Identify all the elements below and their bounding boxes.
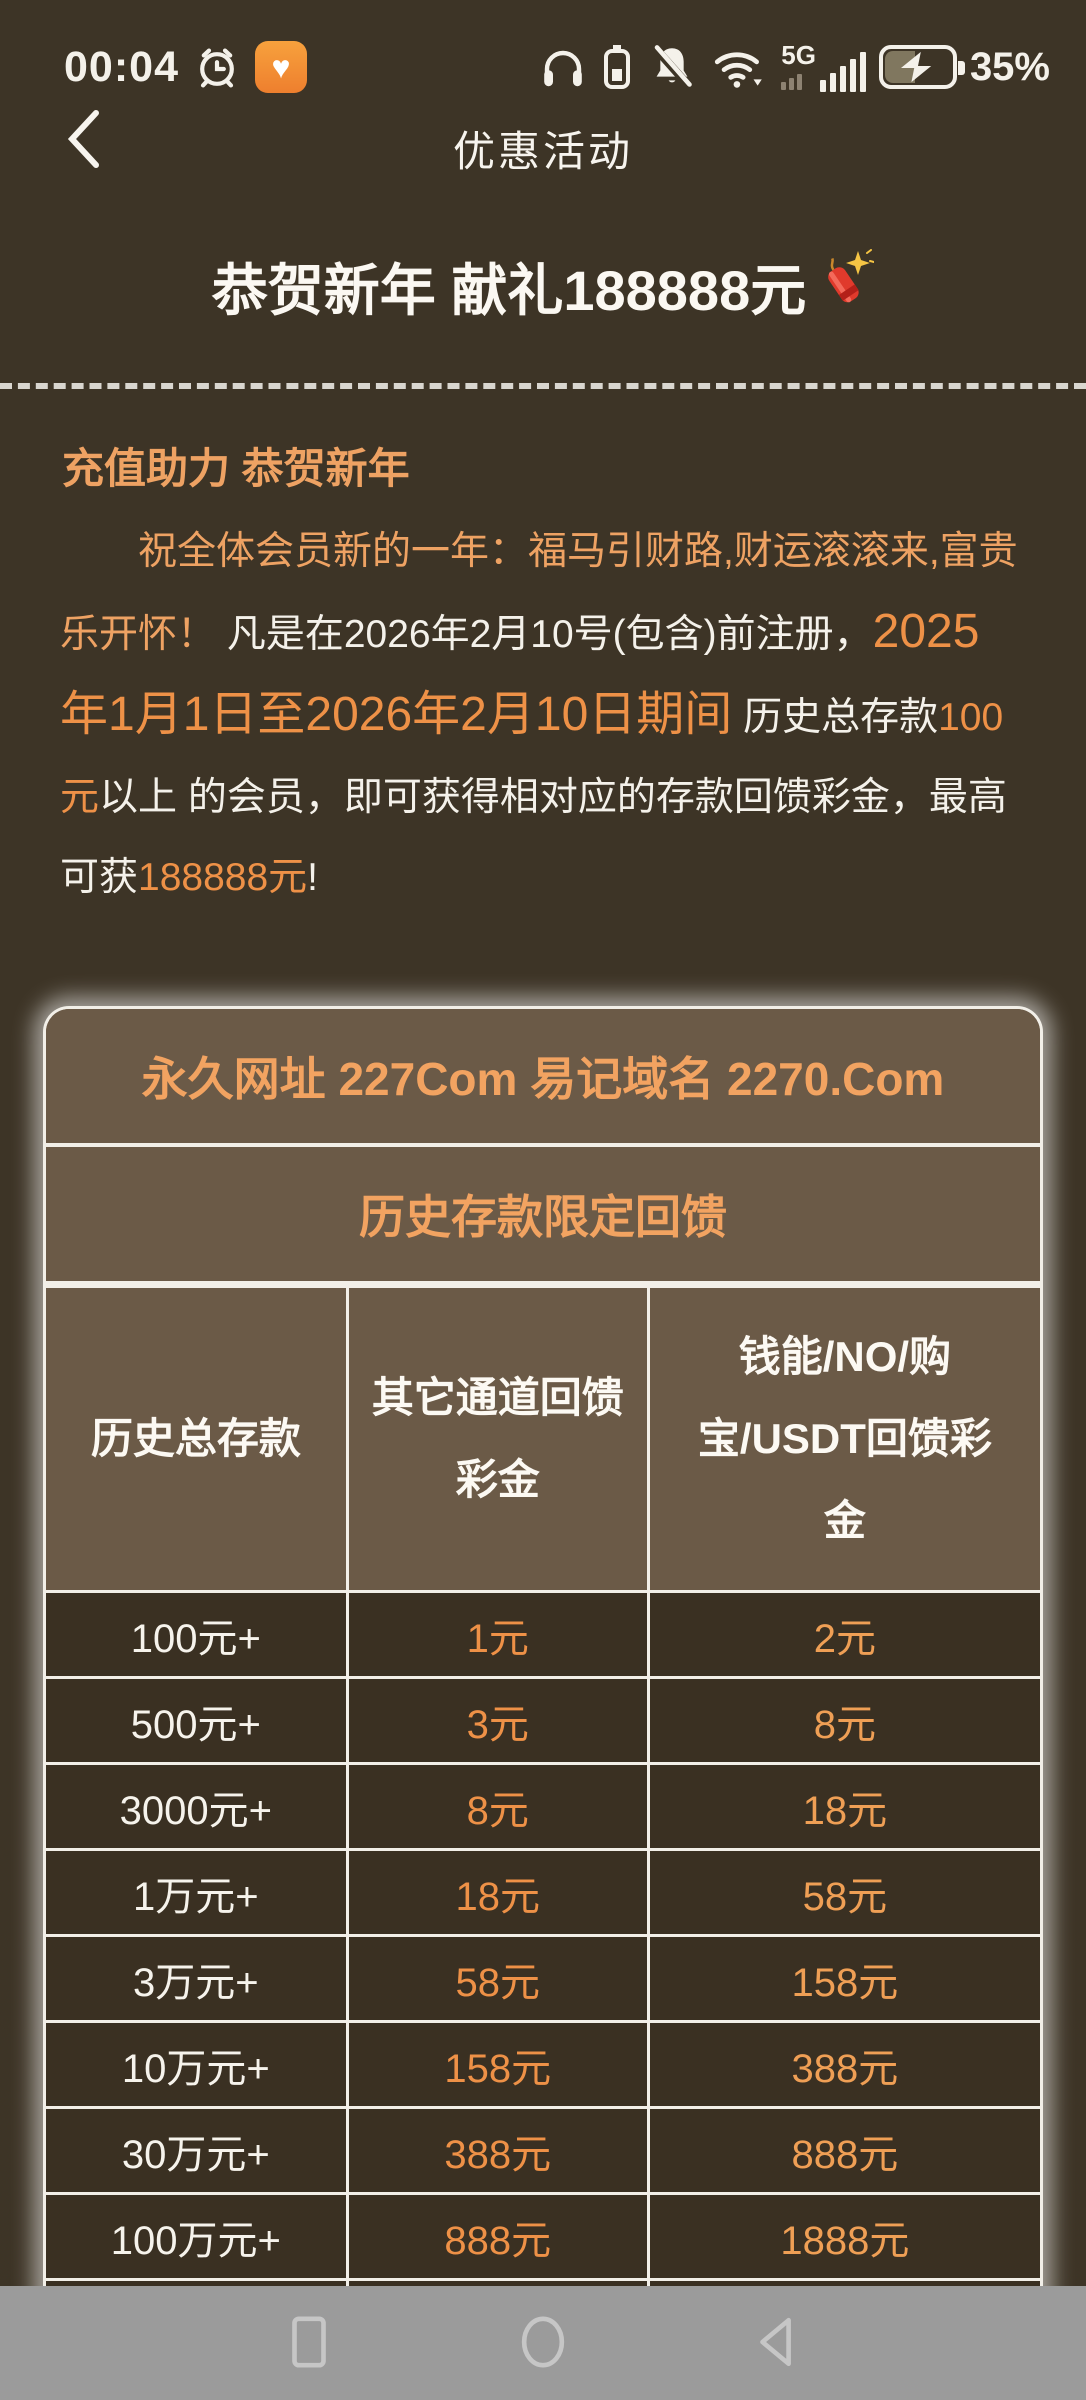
app-bar: 优惠活动: [0, 100, 1086, 196]
promo-segment: 凡是在2026年2月10号(包含)前注册，: [226, 613, 873, 656]
cell-deposit: 30万元+: [46, 2106, 349, 2195]
cell-usdt-bonus: 2元: [646, 1590, 1040, 1679]
signal-bars: [819, 52, 866, 92]
cell-other-bonus: 1元: [345, 1590, 650, 1679]
wifi-icon: [710, 42, 768, 92]
bonus-table: 历史总存款 其它通道回馈彩金 钱能/NO/购宝/USDT回馈彩金 100元+ 1…: [46, 1285, 1040, 2400]
back-nav-button[interactable]: [735, 2301, 819, 2385]
firecracker-icon: [812, 249, 876, 324]
recents-square-icon: [280, 2313, 338, 2374]
heart-app-icon: ♥: [254, 41, 307, 93]
recents-button[interactable]: [267, 2301, 351, 2385]
mute-bell-icon: [647, 42, 697, 92]
headphones-icon: [539, 43, 587, 91]
banner-title-row: 恭贺新年 献礼188888元: [0, 246, 1086, 327]
home-button[interactable]: [501, 2301, 585, 2385]
banner-title: 恭贺新年 献礼188888元: [211, 259, 807, 322]
column-header-usdt-channel: 钱能/NO/购宝/USDT回馈彩金: [646, 1285, 1040, 1593]
cell-usdt-bonus: 18元: [646, 1762, 1040, 1851]
earbud-battery-icon: [600, 43, 634, 91]
android-nav-bar: [0, 2286, 1086, 2400]
cell-other-bonus: 388元: [345, 2106, 650, 2195]
cell-usdt-bonus: 388元: [646, 2020, 1040, 2109]
network-type-label: 5G: [781, 40, 816, 70]
cell-usdt-bonus: 58元: [646, 1848, 1040, 1937]
cell-other-bonus: 18元: [345, 1848, 650, 1937]
promo-segment-date-range: 2025年1月1日至2026年2月10日期间: [60, 605, 980, 741]
table-row: 3万元+ 58元 158元: [46, 1934, 1040, 2023]
promo-segment: !: [307, 856, 318, 899]
back-triangle-icon: [748, 2313, 806, 2374]
promo-segment: 以上 的会员，即可获得相对应的存款回馈彩金，最高可获: [60, 776, 1007, 899]
column-header-deposit: 历史总存款: [46, 1285, 349, 1593]
cell-deposit: 3万元+: [46, 1934, 349, 2023]
page-title: 优惠活动: [452, 127, 633, 175]
cell-deposit: 100万元+: [46, 2192, 349, 2281]
table-row: 3000元+ 8元 18元: [46, 1762, 1040, 1851]
home-circle-icon: [514, 2313, 572, 2374]
cell-other-bonus: 8元: [345, 1762, 650, 1851]
cell-other-bonus: 58元: [345, 1934, 650, 2023]
battery-percent: 35%: [969, 44, 1050, 89]
promo-paragraph: 祝全体会员新的一年：福马引财路,财运滚滚来,富贵乐开怀！ 凡是在2026年2月1…: [60, 512, 1026, 918]
status-bar: 00:04 ♥: [0, 0, 1086, 100]
section-title: 充值助力 恭贺新年: [62, 445, 410, 492]
table-row: 100元+ 1元 2元: [46, 1590, 1040, 1679]
table-row: 10万元+ 158元 388元: [46, 2020, 1040, 2109]
signal-5g-icon: 5G: [781, 42, 866, 92]
cell-deposit: 1万元+: [46, 1848, 349, 1937]
table-row: 1万元+ 18元 58元: [46, 1848, 1040, 1937]
bonus-table-card: 永久网址 227Com 易记域名 2270.Com 历史存款限定回馈 历史总存款…: [43, 1006, 1043, 2400]
promo-segment: 历史总存款: [732, 696, 939, 739]
alarm-icon: [193, 43, 241, 91]
table-row: 100万元+ 888元 1888元: [46, 2192, 1040, 2281]
cell-other-bonus: 888元: [345, 2192, 650, 2281]
table-row: 30万元+ 388元 888元: [46, 2106, 1040, 2195]
back-button[interactable]: [62, 104, 126, 176]
table-header-row: 历史总存款 其它通道回馈彩金 钱能/NO/购宝/USDT回馈彩金: [46, 1285, 1040, 1593]
dashed-divider: [0, 383, 1086, 389]
cell-usdt-bonus: 8元: [646, 1676, 1040, 1765]
chevron-left-icon: [62, 107, 106, 174]
cell-deposit: 100元+: [46, 1590, 349, 1679]
battery-charging-icon: [878, 45, 965, 89]
cell-other-bonus: 3元: [345, 1676, 650, 1765]
promo-segment: 祝全体会员新的一年：福马引财路,财运滚滚来,富贵乐开怀！: [60, 530, 1018, 656]
permanent-url-line: 永久网址 227Com 易记域名 2270.Com: [46, 1009, 1040, 1147]
cell-deposit: 500元+: [46, 1676, 349, 1765]
cell-usdt-bonus: 1888元: [646, 2192, 1040, 2281]
promo-segment-max-bonus: 188888元: [138, 856, 308, 899]
column-header-other-channel: 其它通道回馈彩金: [345, 1285, 650, 1593]
status-bar-right: 5G 35%: [539, 42, 1050, 92]
table-title: 历史存款限定回馈: [46, 1147, 1040, 1285]
cell-deposit: 10万元+: [46, 2020, 349, 2109]
cell-usdt-bonus: 888元: [646, 2106, 1040, 2195]
status-time: 00:04: [64, 42, 179, 91]
secondary-signal-bars: [781, 74, 803, 90]
table-row: 500元+ 3元 8元: [46, 1676, 1040, 1765]
promo-segment-min-deposit: 100元: [60, 696, 1004, 819]
cell-deposit: 3000元+: [46, 1762, 349, 1851]
cell-usdt-bonus: 158元: [646, 1934, 1040, 2023]
cell-other-bonus: 158元: [345, 2020, 650, 2109]
